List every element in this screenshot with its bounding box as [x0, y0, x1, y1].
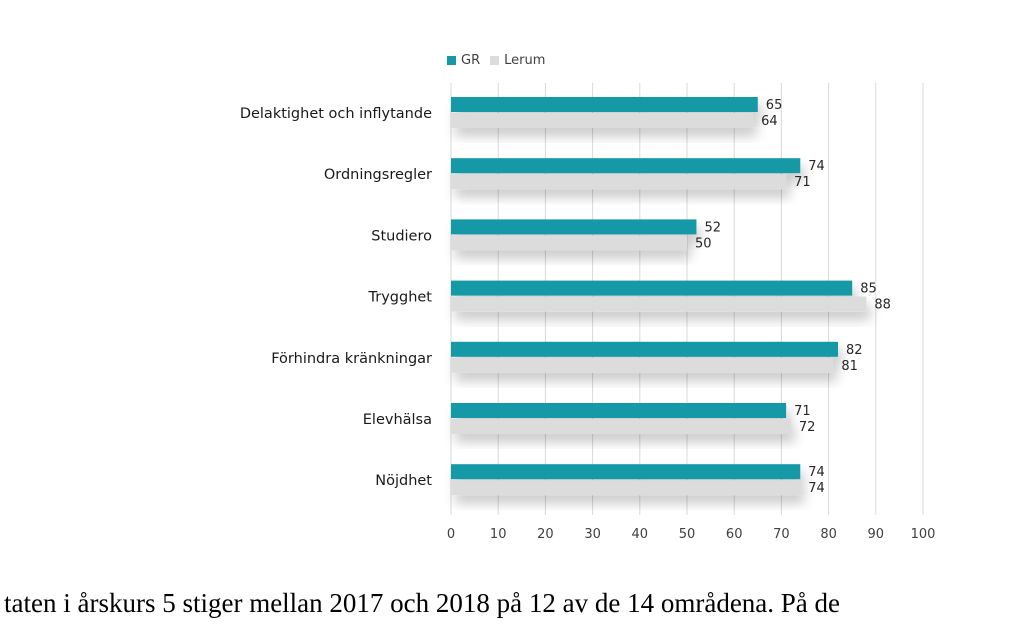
data-label-lerum: 81: [841, 359, 858, 374]
data-label-gr: 82: [846, 343, 863, 358]
bar-gr: [451, 341, 839, 357]
data-label-lerum: 74: [808, 481, 825, 496]
bar-gr: [451, 97, 758, 112]
bar-lerum: [451, 174, 787, 190]
data-label-gr: 74: [808, 159, 825, 174]
data-label-lerum: 88: [874, 298, 891, 313]
category-label: Delaktighet och inflytande: [240, 106, 432, 122]
legend-item-gr: GR: [447, 53, 480, 68]
data-label-lerum: 64: [761, 114, 778, 129]
bar-lerum: [451, 113, 754, 128]
data-label-gr: 71: [794, 404, 811, 419]
x-tick-label-20: 20: [537, 527, 554, 542]
category-label: Studiero: [371, 228, 432, 244]
x-tick-label-60: 60: [726, 527, 743, 542]
bar-chart: 0 10 20 30 40 50 60 70 80 90 100 Delaktighet och in…: [240, 83, 936, 542]
legend-label-lerum: Lerum: [504, 53, 546, 68]
bar-lerum: [451, 480, 801, 496]
data-label-gr: 65: [766, 98, 783, 113]
bar-gr: [451, 158, 801, 174]
x-tick-label-90: 90: [868, 527, 885, 542]
bar-lerum: [451, 296, 867, 312]
data-label-gr: 52: [704, 220, 721, 235]
x-tick-label-80: 80: [820, 527, 837, 542]
x-tick-label-70: 70: [773, 527, 790, 542]
x-tick-label-30: 30: [584, 527, 601, 542]
legend-swatch-lerum: [490, 56, 500, 65]
data-label-lerum: 71: [794, 175, 811, 190]
legend: GR Lerum: [447, 53, 555, 68]
category-label: Elevhälsa: [363, 412, 432, 428]
legend-swatch-gr: [447, 56, 456, 65]
bar-lerum: [451, 419, 791, 434]
bar-gr: [451, 280, 853, 296]
bar-lerum: [451, 235, 687, 251]
x-tick-label-0: 0: [447, 527, 455, 542]
x-tick-label-40: 40: [632, 527, 649, 542]
bar-gr: [451, 403, 787, 418]
category-label: Nöjdhet: [375, 473, 432, 489]
category-label: Förhindra kränkningar: [271, 351, 432, 367]
data-label-gr: 74: [808, 465, 825, 480]
bar-gr: [451, 219, 697, 235]
x-tick-label-100: 100: [911, 527, 936, 542]
data-label-gr: 85: [860, 282, 877, 297]
body-text: taten i årskurs 5 stiger mellan 2017 och…: [4, 588, 841, 618]
legend-label-gr: GR: [461, 53, 481, 68]
category-label: Trygghet: [368, 290, 433, 306]
bar-lerum: [451, 357, 834, 373]
x-tick-label-10: 10: [490, 527, 507, 542]
category-label: Ordningsregler: [324, 167, 432, 183]
legend-item-lerum: Lerum: [490, 53, 545, 68]
chart-area: GR Lerum 0 10 20 30 40 50 60 70 80 90 100 Delaktigh…: [240, 53, 936, 542]
data-label-lerum: 50: [695, 236, 712, 251]
x-tick-label-50: 50: [679, 527, 696, 542]
data-label-lerum: 72: [799, 420, 816, 435]
bar-gr: [451, 464, 801, 480]
